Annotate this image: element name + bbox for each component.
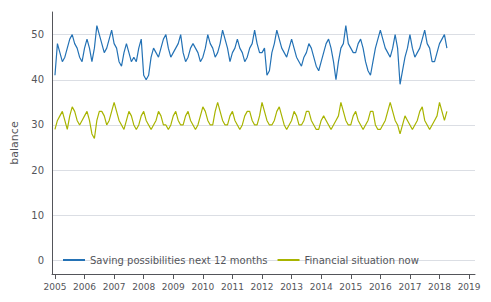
svg-text:2016: 2016: [369, 282, 392, 292]
svg-text:2017: 2017: [398, 282, 421, 292]
svg-text:10: 10: [31, 210, 44, 221]
svg-text:40: 40: [31, 74, 44, 85]
svg-text:balance: balance: [8, 121, 21, 165]
svg-text:2009: 2009: [162, 282, 185, 292]
svg-text:2012: 2012: [251, 282, 274, 292]
svg-text:0: 0: [38, 255, 44, 266]
svg-text:2011: 2011: [221, 282, 244, 292]
svg-text:2014: 2014: [310, 282, 333, 292]
svg-text:2008: 2008: [132, 282, 155, 292]
svg-text:2013: 2013: [280, 282, 303, 292]
svg-text:50: 50: [31, 29, 44, 40]
svg-text:2006: 2006: [73, 282, 96, 292]
svg-text:30: 30: [31, 119, 44, 130]
svg-text:2010: 2010: [191, 282, 214, 292]
svg-text:2015: 2015: [339, 282, 362, 292]
svg-text:20: 20: [31, 165, 44, 176]
svg-text:2019: 2019: [458, 282, 481, 292]
svg-text:Financial situation now: Financial situation now: [305, 255, 419, 266]
svg-text:2005: 2005: [44, 282, 67, 292]
svg-text:2018: 2018: [428, 282, 451, 292]
svg-text:2007: 2007: [103, 282, 126, 292]
svg-text:Saving possibilities next 12 m: Saving possibilities next 12 months: [90, 255, 268, 266]
